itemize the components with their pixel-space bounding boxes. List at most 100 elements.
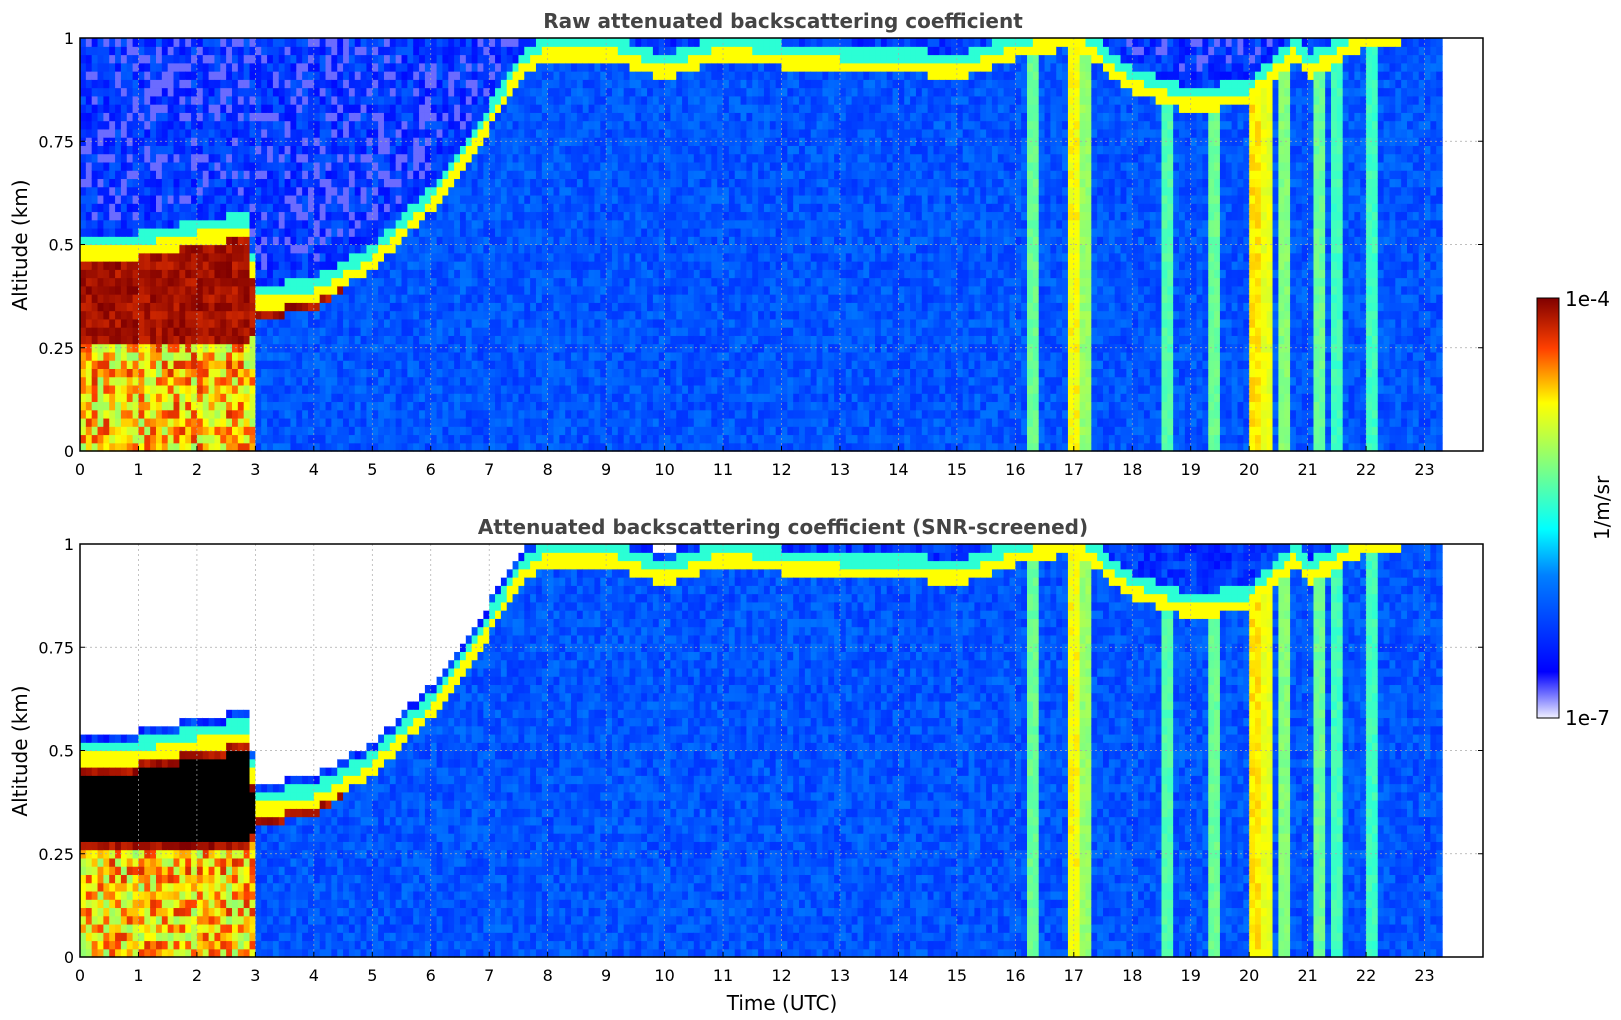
heatmap-cell xyxy=(407,211,414,221)
heatmap-cell xyxy=(547,104,555,113)
heatmap-cell xyxy=(196,351,204,361)
heatmap-cell xyxy=(191,178,198,188)
heatmap-cell xyxy=(401,137,408,146)
heatmap-cell xyxy=(278,434,286,444)
heatmap-cell xyxy=(185,368,192,378)
heatmap-cell xyxy=(343,327,350,336)
heatmap-cell xyxy=(85,302,93,312)
heatmap-cell xyxy=(547,203,555,213)
heatmap-cell xyxy=(231,368,239,378)
heatmap-cell xyxy=(658,269,666,279)
heatmap-cell xyxy=(658,128,666,138)
heatmap-cell xyxy=(530,79,537,89)
heatmap-cell xyxy=(524,120,531,130)
heatmap-cell xyxy=(319,203,327,213)
heatmap-cell xyxy=(518,236,525,246)
heatmap-cell xyxy=(150,252,157,262)
heatmap-cell xyxy=(337,62,344,72)
heatmap-cell xyxy=(641,178,648,188)
heatmap-cell xyxy=(226,186,233,196)
heatmap-cell xyxy=(144,294,151,303)
heatmap-cell xyxy=(506,145,514,155)
heatmap-cell xyxy=(495,244,502,254)
heatmap-cell xyxy=(319,310,327,320)
heatmap-cell xyxy=(150,153,157,163)
heatmap-cell xyxy=(506,285,514,295)
heatmap-cell xyxy=(267,442,274,452)
heatmap-cell xyxy=(389,426,397,436)
heatmap-cell xyxy=(343,376,350,386)
heatmap-cell xyxy=(600,277,607,287)
heatmap-cell xyxy=(214,376,221,386)
heatmap-cell xyxy=(319,178,327,188)
heatmap-cell xyxy=(91,178,99,188)
heatmap-cell xyxy=(395,145,403,155)
heatmap-cell xyxy=(436,269,444,279)
heatmap-cell xyxy=(524,95,531,105)
heatmap-cell xyxy=(196,376,204,386)
heatmap-cell xyxy=(237,384,245,394)
heatmap-cell xyxy=(120,384,128,394)
heatmap-cell xyxy=(436,285,444,295)
heatmap-cell xyxy=(115,112,122,122)
heatmap-cell xyxy=(383,79,391,89)
heatmap-cell xyxy=(495,186,502,196)
heatmap-cell xyxy=(196,393,204,403)
heatmap-cell xyxy=(307,95,315,105)
heatmap-cell xyxy=(378,302,385,312)
heatmap-cell xyxy=(524,393,531,403)
heatmap-cell xyxy=(220,170,227,180)
heatmap-cell xyxy=(641,368,648,378)
heatmap-cell xyxy=(325,417,332,427)
heatmap-cell xyxy=(489,194,496,204)
heatmap-cell xyxy=(559,120,566,130)
heatmap-cell xyxy=(255,95,262,105)
heatmap-cell xyxy=(647,261,654,270)
heatmap-cell xyxy=(483,178,490,188)
heatmap-cell xyxy=(302,285,309,295)
heatmap-cell xyxy=(547,327,555,336)
heatmap-cell xyxy=(319,194,327,204)
heatmap-cell xyxy=(623,38,631,47)
heatmap-cell xyxy=(313,211,321,221)
heatmap-cell xyxy=(103,318,110,328)
heatmap-cell xyxy=(348,335,356,345)
heatmap-cell xyxy=(325,393,332,403)
heatmap-cell xyxy=(465,38,473,47)
heatmap-cell xyxy=(372,434,379,444)
heatmap-cell xyxy=(489,335,496,345)
heatmap-cell xyxy=(214,161,221,171)
heatmap-cell xyxy=(489,161,496,171)
heatmap-cell xyxy=(471,161,479,171)
heatmap-cell xyxy=(360,104,368,113)
heatmap-cell xyxy=(459,261,467,270)
heatmap-cell xyxy=(617,294,625,303)
heatmap-cell xyxy=(395,384,403,394)
heatmap-cell xyxy=(167,368,175,378)
heatmap-cell xyxy=(366,87,373,97)
heatmap-cell xyxy=(325,203,332,213)
heatmap-cell xyxy=(436,434,444,444)
heatmap-cell xyxy=(448,294,455,303)
heatmap-cell xyxy=(161,120,169,130)
heatmap-cell xyxy=(559,360,566,369)
heatmap-cell xyxy=(471,343,479,353)
heatmap-cell xyxy=(547,62,555,72)
heatmap-cell xyxy=(80,409,87,419)
heatmap-cell xyxy=(173,384,180,394)
heatmap-cell xyxy=(272,38,280,47)
heatmap-cell xyxy=(617,269,625,279)
heatmap-cell xyxy=(115,426,122,436)
heatmap-cell xyxy=(459,351,467,361)
heatmap-cell xyxy=(594,384,601,394)
heatmap-cell xyxy=(424,219,432,229)
heatmap-cell xyxy=(454,95,461,105)
heatmap-cell xyxy=(611,128,619,138)
heatmap-cell xyxy=(647,145,654,155)
heatmap-cell xyxy=(91,442,99,452)
heatmap-cell xyxy=(459,128,467,138)
heatmap-cell xyxy=(495,112,502,122)
heatmap-cell xyxy=(378,351,385,361)
heatmap-cell xyxy=(430,62,438,72)
heatmap-cell xyxy=(465,302,473,312)
